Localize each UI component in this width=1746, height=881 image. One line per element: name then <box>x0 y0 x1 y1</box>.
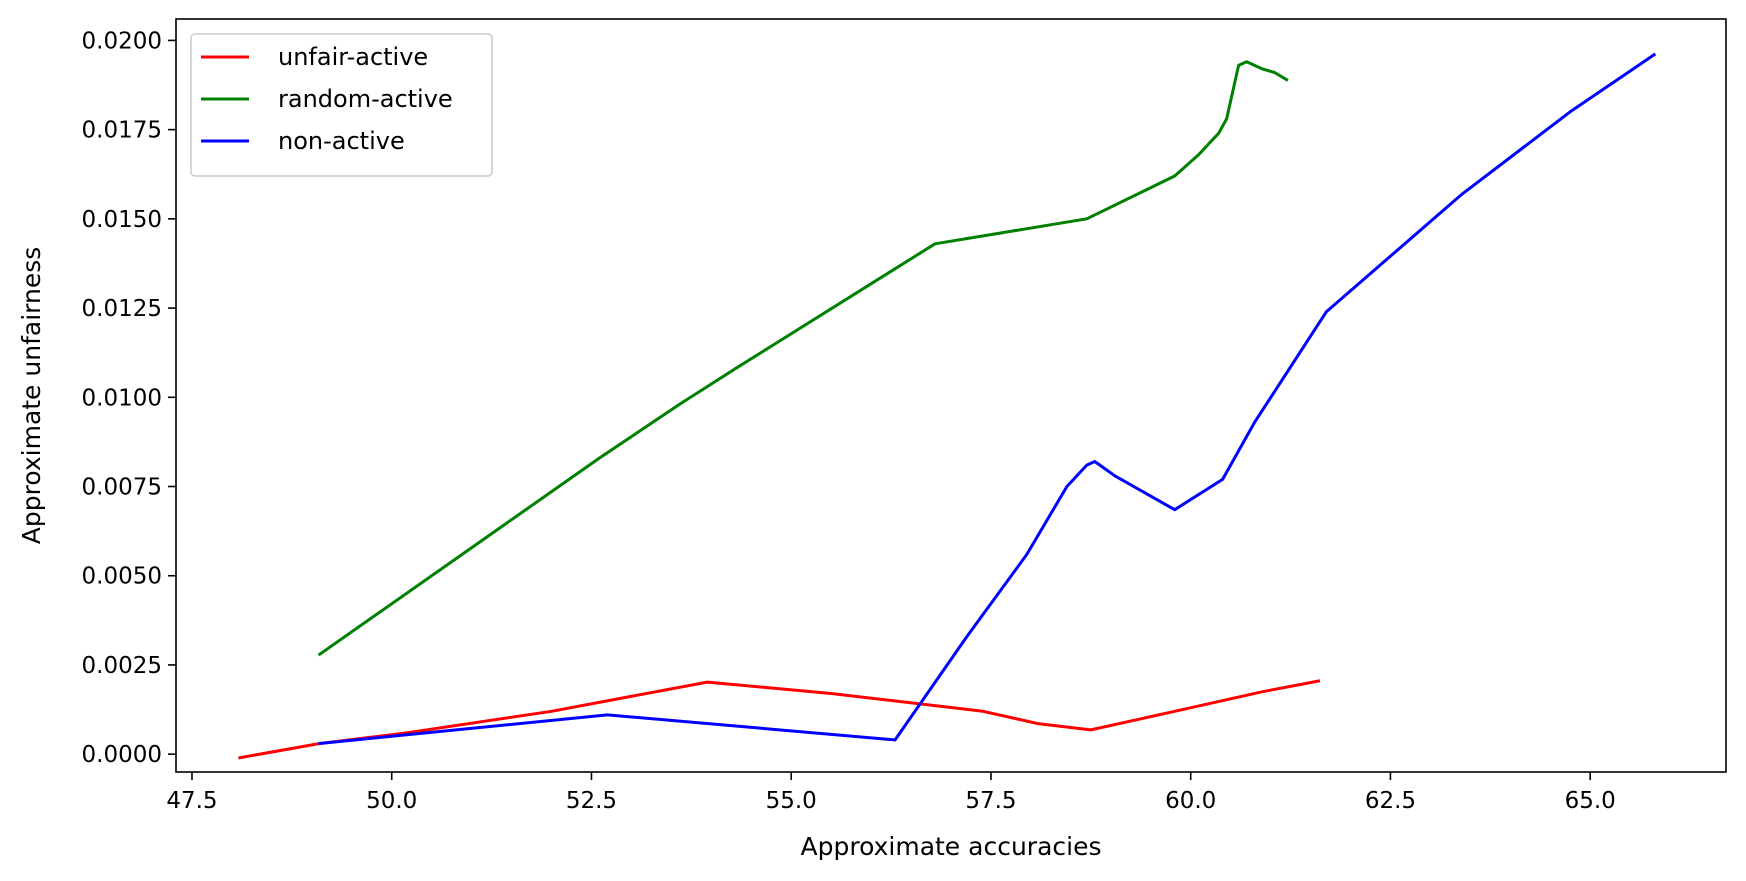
x-axis: 47.5 50.0 52.5 55.0 57.5 60.0 62.5 65.0 <box>166 772 1616 814</box>
series-line-random-active <box>317 60 1289 657</box>
y-tick-label: 0.0125 <box>82 296 162 322</box>
plot-frame <box>175 18 1727 773</box>
y-tick-label: 0.0100 <box>82 385 162 411</box>
x-tick-label: 65.0 <box>1565 788 1616 814</box>
y-tick-label: 0.0175 <box>82 118 162 144</box>
y-axis-label: Approximate unfairness <box>17 247 46 545</box>
y-tick-label: 0.0050 <box>82 564 162 590</box>
y-tick-label: 0.0000 <box>82 742 162 768</box>
x-axis-label: Approximate accuracies <box>801 832 1102 861</box>
legend-box <box>190 33 493 177</box>
x-tick-label: 57.5 <box>965 788 1016 814</box>
x-tick-label: 50.0 <box>366 788 417 814</box>
y-axis: 0.0000 0.0025 0.0050 0.0075 0.0100 0.0125 0.01… <box>82 28 176 768</box>
y-tick-label: 0.0075 <box>82 475 162 501</box>
legend: unfair-active random-active non-active <box>190 33 493 177</box>
x-tick-label: 52.5 <box>566 788 617 814</box>
x-tick-label: 60.0 <box>1165 788 1216 814</box>
series-line-non-active <box>318 52 1657 746</box>
y-tick-label: 0.0200 <box>82 28 162 54</box>
x-tick-label: 47.5 <box>166 788 217 814</box>
legend-label-non-active: non-active <box>278 127 405 155</box>
legend-label-unfair-active: unfair-active <box>278 43 428 71</box>
y-tick-label: 0.0025 <box>82 653 162 679</box>
x-tick-label: 62.5 <box>1365 788 1416 814</box>
legend-label-random-active: random-active <box>278 85 453 113</box>
series-line-unfair-active <box>238 679 1321 760</box>
y-tick-label: 0.0150 <box>82 207 162 233</box>
x-tick-label: 55.0 <box>766 788 817 814</box>
series-lines <box>238 52 1657 760</box>
